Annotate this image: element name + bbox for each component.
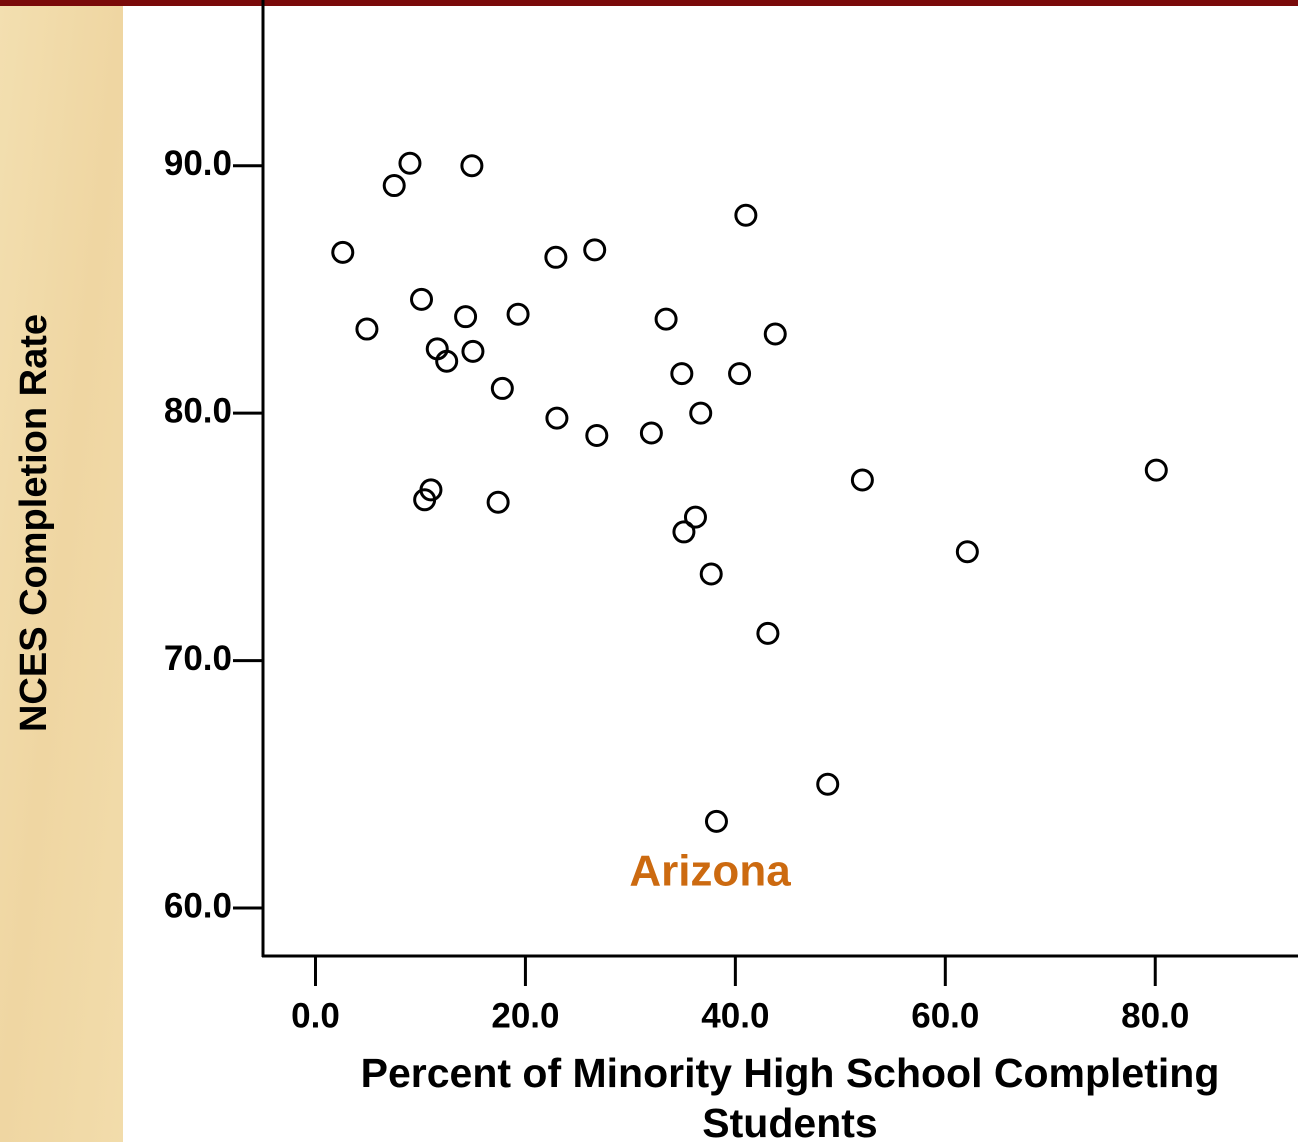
point (850, 468, 874, 492)
point (461, 339, 485, 363)
point (454, 305, 478, 329)
point (486, 490, 510, 514)
point (734, 203, 758, 227)
point (331, 240, 355, 264)
x-tick-label: 60.0 (911, 996, 979, 1035)
point (689, 401, 713, 425)
point (545, 406, 569, 430)
point (704, 809, 728, 833)
point (763, 322, 787, 346)
point (544, 245, 568, 269)
point (583, 238, 607, 262)
point (699, 562, 723, 586)
point (728, 362, 752, 386)
point (639, 421, 663, 445)
y-tick-label: 90.0 (164, 144, 232, 183)
point (756, 621, 780, 645)
side-band (0, 0, 123, 1142)
point (955, 540, 979, 564)
point (435, 349, 459, 373)
point (672, 520, 696, 544)
point (670, 362, 694, 386)
x-tick-label: 40.0 (701, 996, 769, 1035)
x-axis-title: Percent of Minority High School Completi… (360, 1050, 1220, 1146)
point (654, 307, 678, 331)
x-tick-label: 80.0 (1121, 996, 1189, 1035)
top-bar (0, 0, 1298, 6)
point (683, 505, 707, 529)
point (490, 376, 514, 400)
point (585, 423, 609, 447)
point (355, 317, 379, 341)
y-axis-title: NCES Completion Rate (13, 314, 55, 732)
point (398, 151, 422, 175)
point (413, 488, 437, 512)
x-tick-label: 20.0 (491, 996, 559, 1035)
point (506, 302, 530, 326)
annotation: Arizona (629, 847, 791, 896)
y-tick-label: 80.0 (164, 391, 232, 430)
point (382, 174, 406, 198)
point (816, 772, 840, 796)
point (1144, 458, 1168, 482)
y-tick-label: 60.0 (164, 886, 232, 925)
y-tick-label: 70.0 (164, 639, 232, 678)
point (460, 154, 484, 178)
point (410, 287, 434, 311)
x-tick-label: 0.0 (291, 996, 340, 1035)
